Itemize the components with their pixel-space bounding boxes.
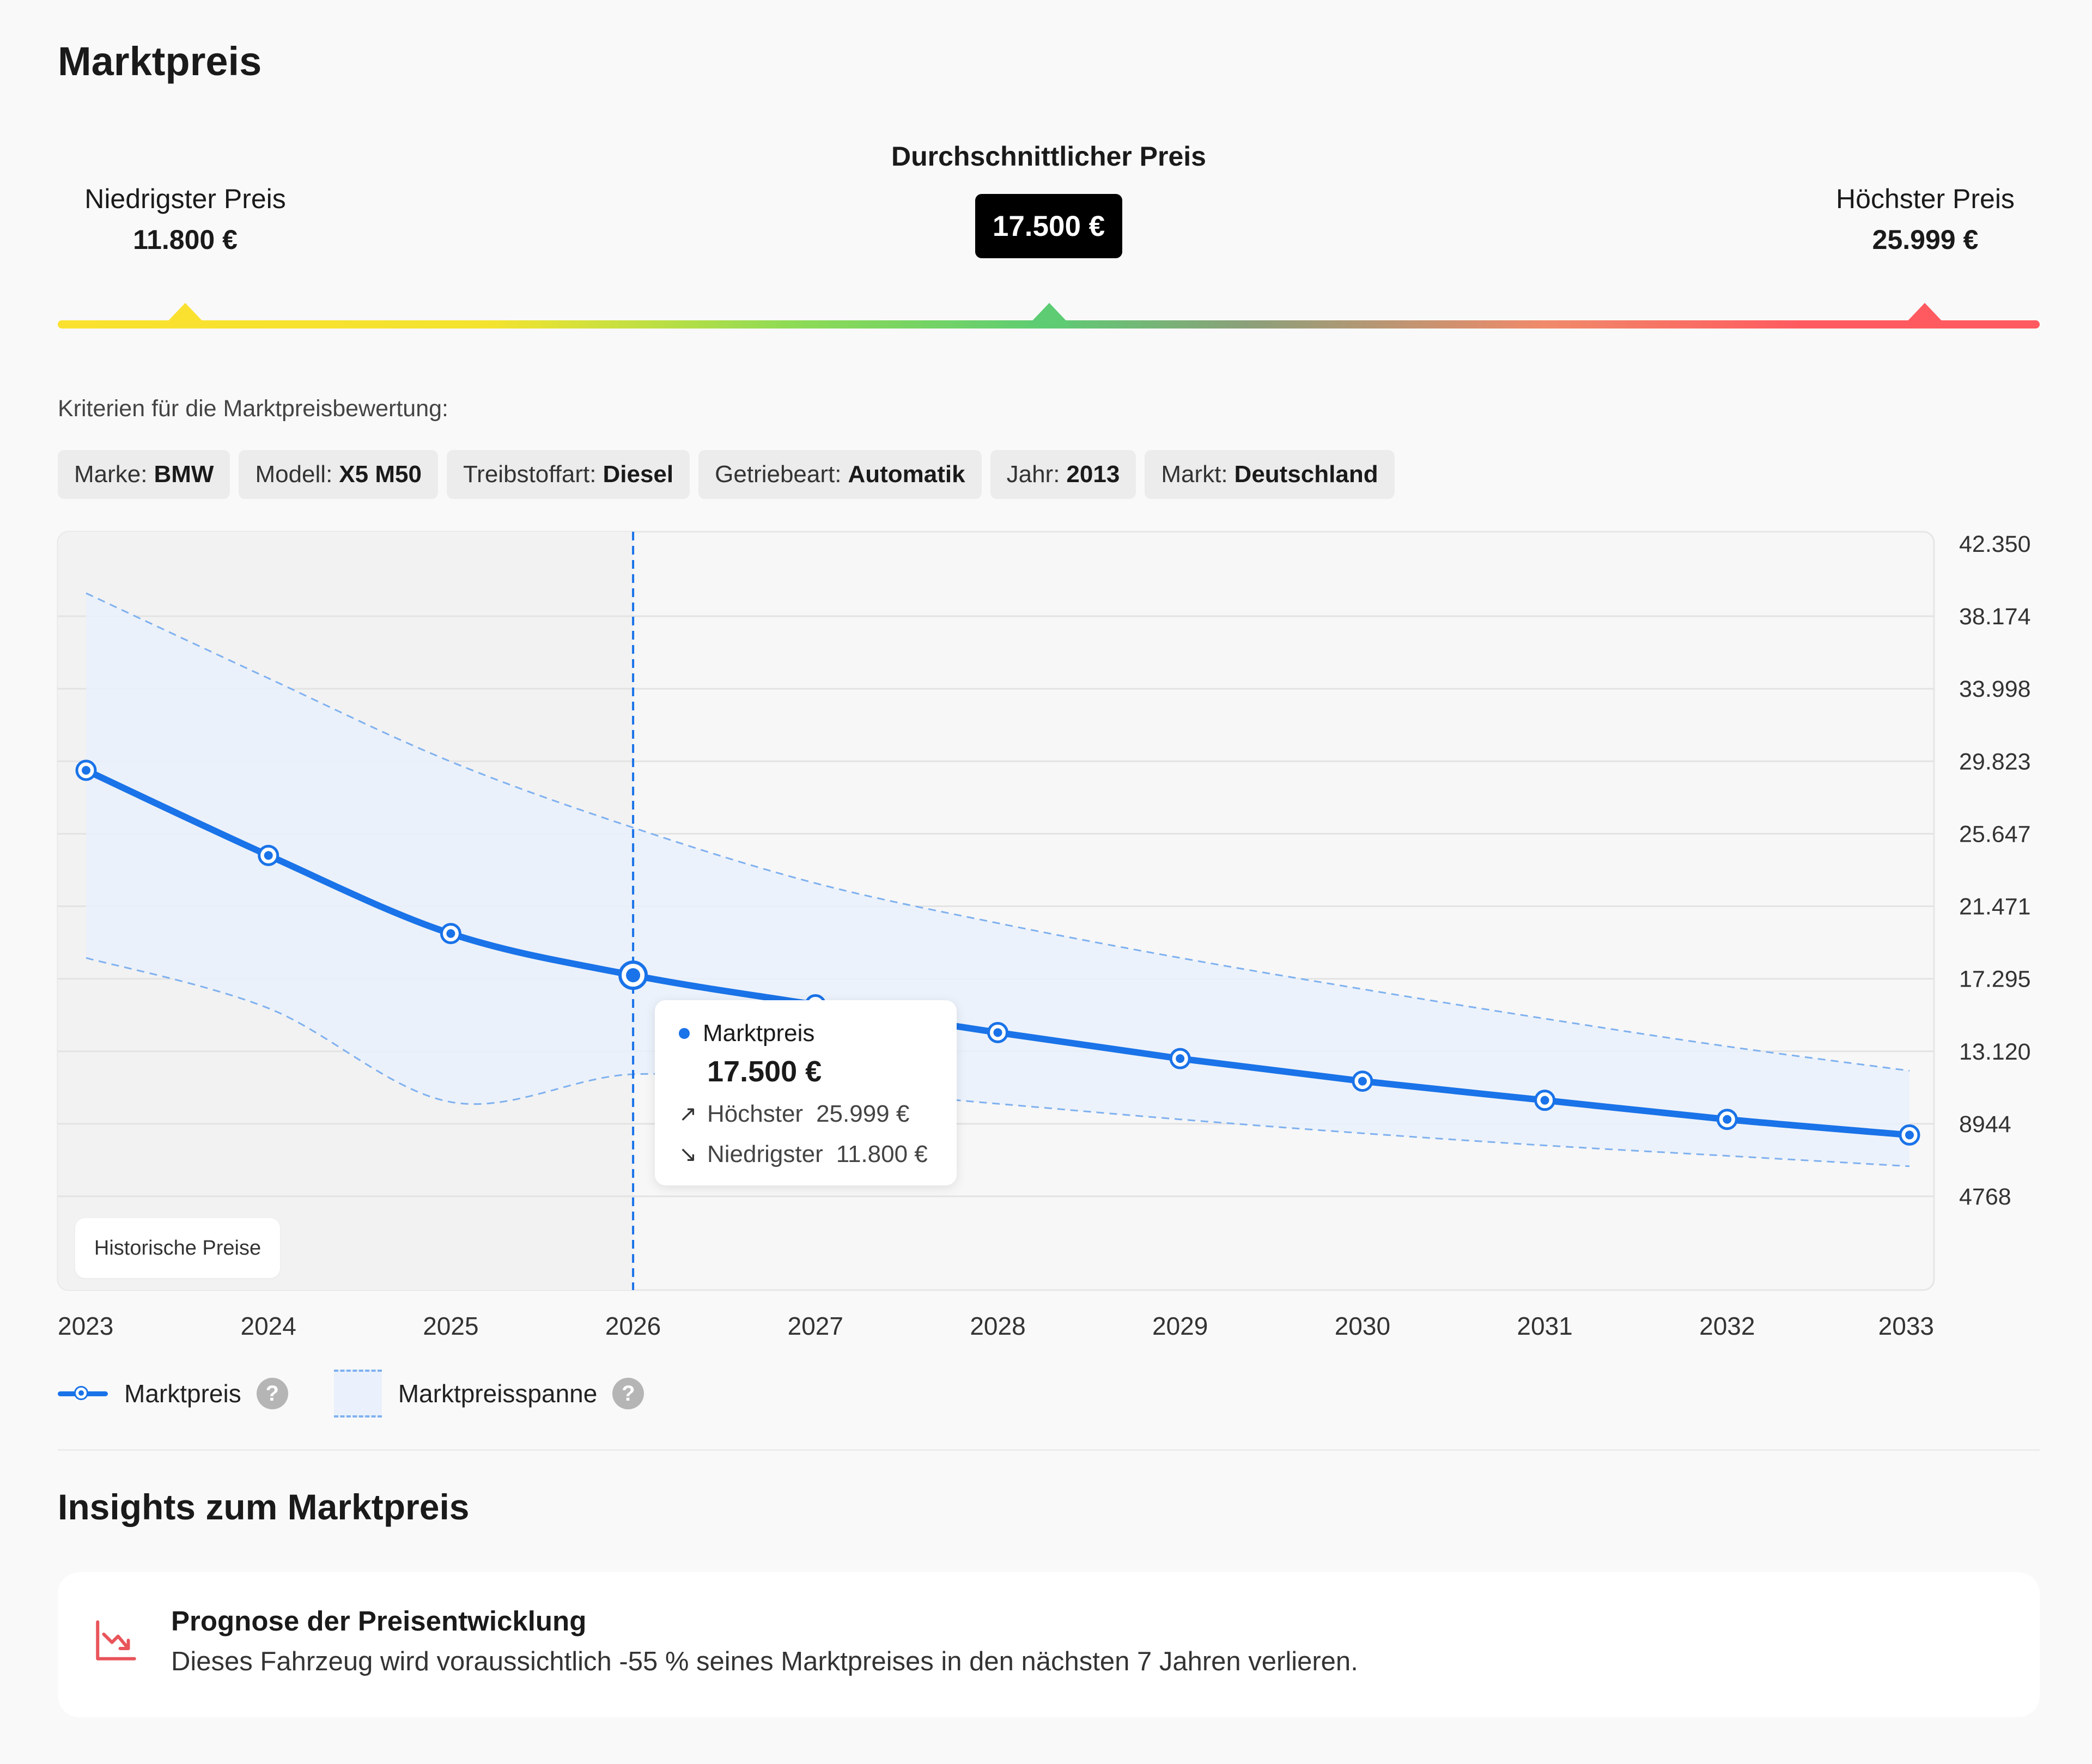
x-tick-label: 2033: [1878, 1312, 1934, 1340]
data-point-core: [626, 968, 641, 983]
y-tick-label: 13.120: [1959, 1039, 2031, 1065]
chip-value: Automatik: [848, 461, 965, 488]
data-point-core: [993, 1028, 1002, 1037]
chip-label: Modell:: [255, 461, 333, 488]
data-point-core: [1358, 1076, 1367, 1086]
data-point-core: [264, 851, 273, 860]
chip-label: Marke:: [74, 461, 148, 488]
data-point-core: [1176, 1054, 1185, 1063]
price-range-lower: [86, 957, 1910, 1167]
arrow-up-right-icon: ↗: [679, 1102, 697, 1126]
average-price-badge: 17.500 €: [975, 194, 1122, 258]
highest-price-label: Höchster Preis: [1836, 184, 2015, 214]
tooltip-low-label: Niedrigster: [707, 1141, 823, 1167]
lowest-price-value: 11.800 €: [133, 224, 238, 255]
y-tick-label: 42.350: [1959, 531, 2031, 557]
x-tick-label: 2023: [58, 1312, 113, 1340]
insight-card: Prognose der Preisentwicklung Dieses Fah…: [58, 1572, 2040, 1717]
x-tick-label: 2029: [1152, 1312, 1208, 1340]
historical-prices-button[interactable]: Historische Preise: [75, 1218, 280, 1278]
tooltip-high-row: ↗ Höchster 25.999 €: [679, 1100, 909, 1128]
help-icon[interactable]: ?: [612, 1378, 644, 1409]
section-divider: [58, 1449, 2040, 1451]
chart-legend: Marktpreis ? Marktpreisspanne ?: [58, 1370, 644, 1418]
chip-label: Markt:: [1161, 461, 1228, 488]
chip-label: Jahr:: [1006, 461, 1060, 488]
lowest-price-marker: [165, 303, 206, 325]
chip-label: Treibstoffart:: [463, 461, 597, 488]
criteria-chip-transmission: Getriebeart: Automatik: [698, 450, 982, 499]
highest-price-value: 25.999 €: [1872, 224, 1979, 255]
data-point-core: [1723, 1115, 1732, 1124]
insights-title: Insights zum Marktpreis: [58, 1487, 470, 1527]
criteria-chip-brand: Marke: BMW: [58, 450, 230, 499]
insight-heading: Prognose der Preisentwicklung: [171, 1605, 587, 1637]
highest-price: Höchster Preis 25.999 €: [1773, 180, 2078, 261]
insight-text: Dieses Fahrzeug wird voraussichtlich -55…: [171, 1647, 1358, 1676]
data-point-core: [446, 929, 455, 938]
legend-line-swatch: [58, 1386, 108, 1400]
chip-value: Deutschland: [1234, 461, 1378, 488]
tooltip-low-value: 11.800 €: [836, 1141, 928, 1167]
lowest-price: Niedrigster Preis 11.800 €: [33, 180, 338, 261]
y-tick-label: 8944: [1959, 1111, 2011, 1138]
price-chart: 42.350 38.174 33.998 29.823 25.647 21.471 17.2…: [57, 531, 2031, 1340]
tooltip-series: Marktpreis: [679, 1020, 814, 1047]
legend-price-range-label: Marktpreisspanne: [398, 1379, 598, 1408]
y-tick-label: 33.998: [1959, 676, 2031, 702]
data-point-core: [1540, 1096, 1549, 1105]
chip-value: 2013: [1066, 461, 1120, 488]
chip-value: Diesel: [603, 461, 674, 488]
page-title: Marktpreis: [58, 39, 262, 84]
y-tick-label: 29.823: [1959, 749, 2031, 775]
x-tick-label: 2030: [1335, 1312, 1390, 1340]
arrow-down-right-icon: ↘: [679, 1142, 697, 1166]
x-tick-label: 2032: [1699, 1312, 1755, 1340]
y-tick-label: 25.647: [1959, 821, 2031, 847]
price-range-band: [86, 593, 1909, 1166]
tooltip-series-dot: [679, 1028, 690, 1039]
help-icon[interactable]: ?: [256, 1378, 288, 1409]
chart-tooltip: Marktpreis 17.500 € ↗ Höchster 25.999 € …: [655, 1000, 957, 1185]
average-price-marker: [1029, 303, 1070, 325]
criteria-chip-model: Modell: X5 M50: [239, 450, 438, 499]
data-point-core: [1905, 1130, 1914, 1140]
data-point-core: [82, 765, 90, 775]
average-price-label: Durchschnittlicher Preis: [891, 141, 1206, 172]
y-tick-label: 4768: [1959, 1184, 2011, 1210]
chip-value: X5 M50: [339, 461, 422, 488]
chip-value: BMW: [154, 461, 214, 488]
legend-market-price-label: Marktpreis: [124, 1379, 241, 1408]
criteria-chip-year: Jahr: 2013: [990, 450, 1136, 499]
tooltip-low-row: ↘ Niedrigster 11.800 €: [679, 1141, 928, 1168]
x-tick-label: 2027: [788, 1312, 843, 1340]
x-tick-label: 2031: [1517, 1312, 1572, 1340]
legend-area-swatch: [333, 1370, 382, 1418]
tooltip-high-value: 25.999 €: [816, 1100, 910, 1127]
legend-line-dot: [74, 1386, 88, 1400]
x-tick-label: 2028: [970, 1312, 1025, 1340]
criteria-chip-fuel: Treibstoffart: Diesel: [446, 450, 690, 499]
highest-price-marker: [1904, 303, 1945, 325]
x-tick-label: 2026: [605, 1312, 661, 1340]
tooltip-high-label: Höchster: [707, 1100, 804, 1127]
criteria-chip-market: Markt: Deutschland: [1145, 450, 1395, 499]
trend-down-chart-icon: [96, 1620, 136, 1660]
criteria-title: Kriterien für die Marktpreisbewertung:: [58, 396, 448, 422]
tooltip-value: 17.500 €: [707, 1055, 822, 1088]
price-range-upper: [86, 592, 1910, 1072]
criteria-chips: Marke: BMW Modell: X5 M50 Treibstoffart: Di…: [58, 450, 1395, 499]
y-tick-label: 21.471: [1959, 894, 2031, 920]
chip-label: Getriebeart:: [715, 461, 842, 488]
x-tick-label: 2024: [241, 1312, 296, 1340]
x-tick-label: 2025: [423, 1312, 478, 1340]
y-tick-label: 38.174: [1959, 604, 2031, 630]
tooltip-series-label: Marktpreis: [703, 1020, 815, 1047]
y-tick-label: 17.295: [1959, 966, 2031, 993]
lowest-price-label: Niedrigster Preis: [84, 184, 286, 214]
